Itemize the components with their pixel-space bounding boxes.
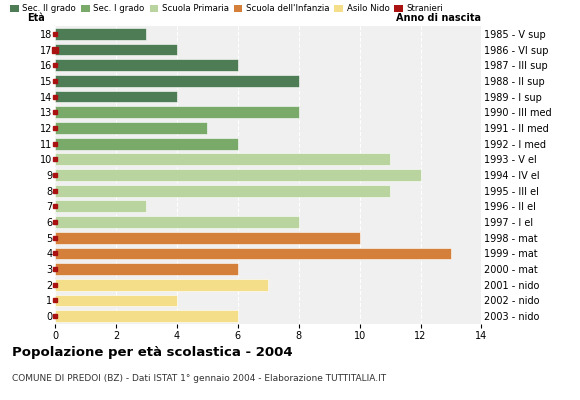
Bar xyxy=(55,294,177,306)
Bar xyxy=(55,59,238,71)
Bar xyxy=(55,138,238,150)
Text: Età: Età xyxy=(27,13,45,23)
Bar xyxy=(55,200,146,212)
Bar xyxy=(55,28,146,40)
Bar xyxy=(55,216,299,228)
Bar xyxy=(55,44,177,56)
Bar xyxy=(55,122,207,134)
Bar xyxy=(55,75,299,87)
Legend: Sec. II grado, Sec. I grado, Scuola Primaria, Scuola dell'Infanzia, Asilo Nido, : Sec. II grado, Sec. I grado, Scuola Prim… xyxy=(10,4,443,13)
Bar xyxy=(55,263,238,275)
Bar xyxy=(55,310,238,322)
Text: Popolazione per età scolastica - 2004: Popolazione per età scolastica - 2004 xyxy=(12,346,292,359)
Bar xyxy=(55,91,177,102)
Text: COMUNE DI PREDOI (BZ) - Dati ISTAT 1° gennaio 2004 - Elaborazione TUTTITALIA.IT: COMUNE DI PREDOI (BZ) - Dati ISTAT 1° ge… xyxy=(12,374,386,383)
Bar xyxy=(55,106,299,118)
Bar xyxy=(55,279,268,291)
Text: Anno di nascita: Anno di nascita xyxy=(396,13,481,23)
Bar xyxy=(55,185,390,196)
Bar xyxy=(55,248,451,259)
Bar xyxy=(55,232,360,244)
Bar xyxy=(55,169,420,181)
Bar xyxy=(55,154,390,165)
